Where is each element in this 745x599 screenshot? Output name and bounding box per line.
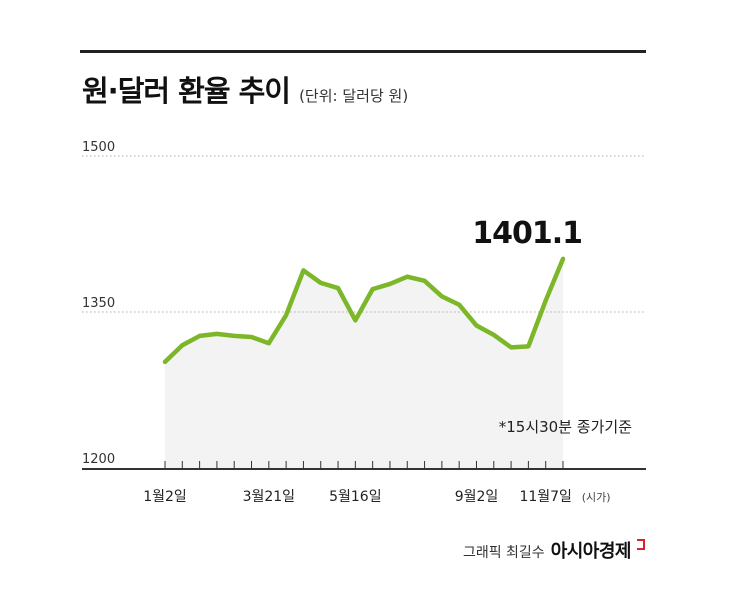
chart-title: 원·달러 환율 추이 bbox=[82, 74, 291, 108]
chart-header: 원·달러 환율 추이 (단위: 달러당 원) bbox=[82, 68, 408, 110]
data-point bbox=[388, 282, 392, 286]
publisher-logo: 아시아경제 bbox=[550, 541, 632, 562]
x-tick-label: 1월2일 bbox=[143, 489, 187, 505]
data-point bbox=[423, 279, 427, 283]
x-tick-label: 5월16일 bbox=[329, 489, 381, 505]
data-point bbox=[180, 343, 184, 347]
x-tick-label: 11월7일 bbox=[519, 489, 571, 505]
data-point bbox=[319, 281, 323, 285]
chart-note: *15시30분 종가기준 bbox=[499, 418, 632, 436]
data-point bbox=[440, 294, 444, 298]
x-tick-label: 9월2일 bbox=[455, 489, 499, 505]
series-line bbox=[162, 256, 566, 365]
data-point bbox=[215, 332, 219, 336]
brand-mark-icon bbox=[637, 539, 645, 550]
y-tick-label: 1200 bbox=[82, 452, 115, 467]
credit-line: 그래픽 최길수 아시아경제 bbox=[463, 537, 645, 563]
x-tick-label: 3월21일 bbox=[243, 489, 295, 505]
y-tick-label: 1500 bbox=[82, 140, 115, 155]
top-rule bbox=[80, 50, 646, 53]
area-fill bbox=[165, 258, 563, 468]
y-tick-label: 1350 bbox=[82, 296, 115, 311]
data-point bbox=[284, 313, 288, 317]
data-point bbox=[336, 286, 340, 290]
data-point bbox=[371, 287, 375, 291]
data-point bbox=[267, 341, 271, 345]
data-point bbox=[198, 334, 202, 338]
data-point bbox=[301, 268, 305, 272]
last-value-label: 1401.1 bbox=[472, 216, 582, 251]
data-point bbox=[526, 344, 530, 348]
chart-unit: (단위: 달러당 원) bbox=[299, 87, 409, 105]
data-point bbox=[544, 299, 548, 303]
data-point bbox=[250, 335, 254, 339]
data-point bbox=[492, 333, 496, 337]
data-point bbox=[405, 275, 409, 279]
data-point bbox=[561, 257, 565, 261]
data-point bbox=[509, 345, 513, 349]
data-point bbox=[457, 303, 461, 307]
data-point bbox=[353, 318, 357, 322]
x-unit-label: (시가) bbox=[582, 491, 611, 504]
data-point bbox=[474, 324, 478, 328]
data-point bbox=[163, 360, 167, 364]
graphic-credit: 그래픽 최길수 bbox=[462, 545, 545, 561]
data-point bbox=[232, 334, 236, 338]
